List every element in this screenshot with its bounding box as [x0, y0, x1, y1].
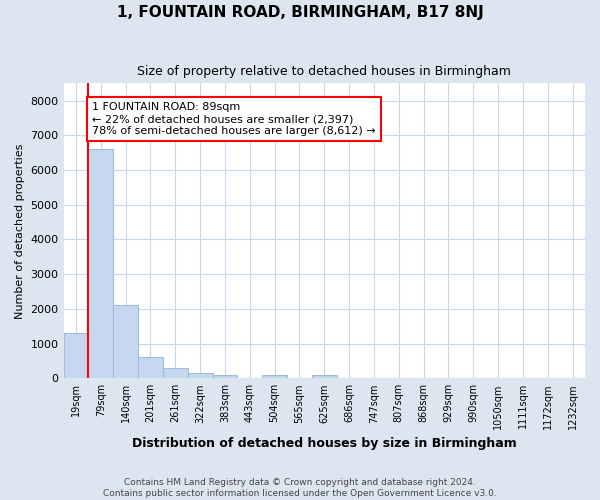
Bar	[188, 373, 212, 378]
Bar	[138, 357, 163, 378]
Title: Size of property relative to detached houses in Birmingham: Size of property relative to detached ho…	[137, 65, 511, 78]
Text: 1 FOUNTAIN ROAD: 89sqm
← 22% of detached houses are smaller (2,397)
78% of semi-: 1 FOUNTAIN ROAD: 89sqm ← 22% of detached…	[92, 102, 376, 136]
X-axis label: Distribution of detached houses by size in Birmingham: Distribution of detached houses by size …	[132, 437, 517, 450]
Y-axis label: Number of detached properties: Number of detached properties	[15, 143, 25, 318]
Bar	[88, 150, 113, 378]
Bar	[113, 306, 138, 378]
Bar	[262, 375, 287, 378]
Bar	[163, 368, 188, 378]
Bar	[212, 375, 238, 378]
Bar	[312, 375, 337, 378]
Bar	[64, 333, 88, 378]
Text: 1, FOUNTAIN ROAD, BIRMINGHAM, B17 8NJ: 1, FOUNTAIN ROAD, BIRMINGHAM, B17 8NJ	[116, 5, 484, 20]
Text: Contains HM Land Registry data © Crown copyright and database right 2024.
Contai: Contains HM Land Registry data © Crown c…	[103, 478, 497, 498]
